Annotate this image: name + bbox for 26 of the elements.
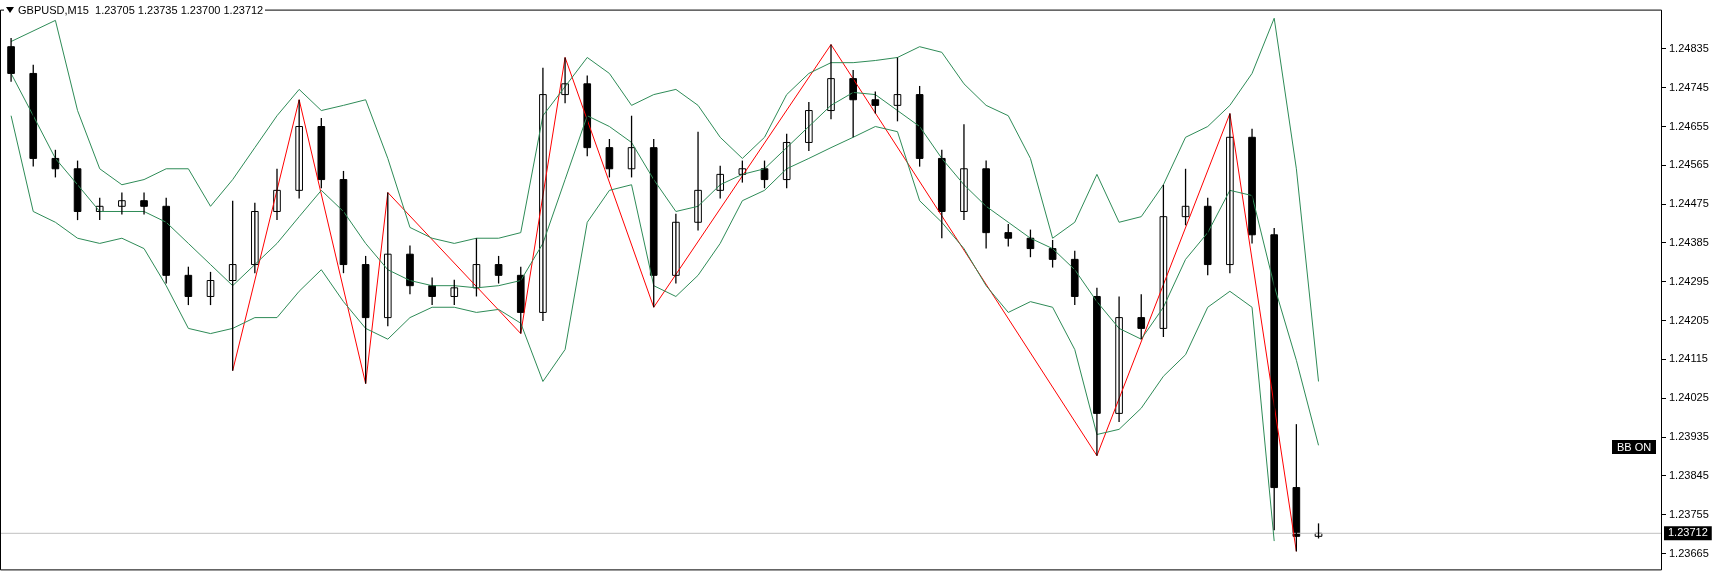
ref-line-label: 1.23712 xyxy=(1668,526,1708,539)
y-tick-label: 1.23755 xyxy=(1669,507,1709,520)
y-tick-label: 1.24655 xyxy=(1669,119,1709,132)
y-tick-label: 1.24385 xyxy=(1669,236,1709,249)
y-tick-label: 1.24745 xyxy=(1669,80,1709,93)
y-tick-label: 1.23845 xyxy=(1669,468,1709,481)
y-tick-label: 1.24025 xyxy=(1669,391,1709,404)
y-tick-label: 1.24205 xyxy=(1669,313,1709,326)
candlestick xyxy=(295,99,303,200)
candlestick xyxy=(428,276,436,306)
text: BB ON xyxy=(1612,440,1657,454)
candlestick xyxy=(140,191,148,216)
y-tick-label: 1.24115 xyxy=(1669,352,1708,365)
candlestick xyxy=(118,191,126,216)
chart-title: GBPUSD,M15 1.23705 1.23735 1.23700 1.23712 xyxy=(18,4,264,16)
candlestick xyxy=(1115,295,1123,423)
y-tick-label: 1.24565 xyxy=(1669,158,1709,171)
y-tick-label: 1.23665 xyxy=(1669,546,1709,559)
y-tick-label: 1.24295 xyxy=(1669,274,1709,287)
candlestick xyxy=(539,67,547,322)
y-tick-label: 1.24835 xyxy=(1669,41,1709,54)
y-tick-label: 1.24475 xyxy=(1669,197,1709,210)
candlestick xyxy=(960,123,968,221)
y-tick-label: 1.23935 xyxy=(1669,430,1709,443)
candlestick xyxy=(805,101,813,152)
candlestick xyxy=(7,37,15,83)
